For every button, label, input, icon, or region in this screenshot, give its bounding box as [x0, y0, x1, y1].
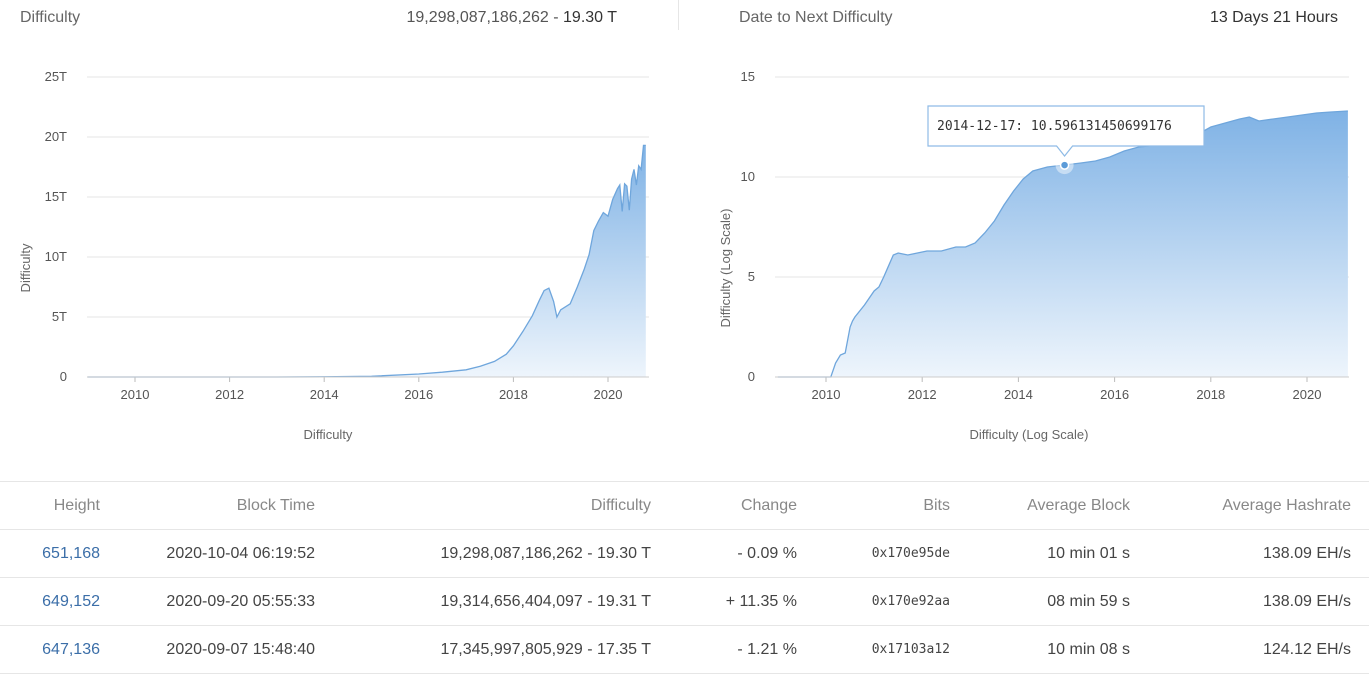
- block-height-link[interactable]: 651,168: [42, 544, 100, 562]
- y-tick-label: 15T: [45, 189, 67, 204]
- hashrate-cell: 138.09 EH/s: [1130, 577, 1369, 626]
- x-tick-label: 2010: [812, 387, 841, 402]
- col-height[interactable]: Height: [0, 481, 100, 530]
- col-change[interactable]: Change: [651, 481, 797, 530]
- y-tick-label: 10: [741, 169, 755, 184]
- height-cell: 647,136: [0, 625, 100, 674]
- hashrate-cell: 138.09 EH/s: [1130, 529, 1369, 578]
- table-row: 647,136 2020-09-07 15:48:40 17,345,997,8…: [0, 625, 1369, 674]
- x-tick-label: 2016: [1100, 387, 1129, 402]
- difficulty-short: 19.30 T: [563, 9, 617, 26]
- x-tick-label: 2014: [1004, 387, 1033, 402]
- hover-point: [1059, 160, 1070, 170]
- difficulty-cell: 17,345,997,805,929 - 17.35 T: [315, 625, 651, 674]
- change-cell: - 1.21 %: [651, 625, 797, 674]
- stats-header: Difficulty 19,298,087,186,262 - 19.30 T …: [0, 0, 1369, 36]
- y-axis-ticks: 0 5 10 15: [741, 69, 755, 384]
- difficulty-full: 19,298,087,186,262: [406, 9, 549, 26]
- next-difficulty-value: 13 Days 21 Hours: [1209, 9, 1338, 26]
- tooltip-box: [927, 105, 1205, 157]
- y-tick-label: 0: [748, 369, 755, 384]
- col-bits[interactable]: Bits: [797, 481, 950, 530]
- col-block-time[interactable]: Block Time: [100, 481, 315, 530]
- y-tick-label: 10T: [45, 249, 67, 264]
- bits-cell: 0x17103a12: [797, 625, 950, 674]
- x-axis-ticks: 2010 2012 2014 2016 2018 2020: [121, 377, 623, 402]
- y-tick-label: 5T: [52, 309, 67, 324]
- block-height-link[interactable]: 649,152: [42, 592, 100, 610]
- x-tick-label: 2020: [1293, 387, 1322, 402]
- block-time-cell: 2020-10-04 06:19:52: [100, 529, 315, 578]
- y-axis-ticks: 0 5T 10T 15T 20T 25T: [45, 69, 67, 384]
- difficulty-chart[interactable]: 0 5T 10T 15T 20T 25T 2010 2012 2014 2016 2018 2020…: [0, 40, 680, 460]
- y-tick-label: 15: [741, 69, 755, 84]
- col-difficulty[interactable]: Difficulty: [315, 481, 651, 530]
- x-tick-label: 2012: [215, 387, 244, 402]
- x-axis-ticks: 2010 2012 2014 2016 2018 2020: [812, 377, 1322, 402]
- y-axis-title: Difficulty (Log Scale): [718, 209, 733, 328]
- table-row: 649,152 2020-09-20 05:55:33 19,314,656,4…: [0, 577, 1369, 626]
- average-block-cell: 10 min 01 s: [950, 529, 1130, 578]
- x-tick-label: 2014: [310, 387, 339, 402]
- difficulty-cell: 19,298,087,186,262 - 19.30 T: [315, 529, 651, 578]
- difficulty-line: [87, 144, 646, 378]
- height-cell: 651,168: [0, 529, 100, 578]
- table-header-row: Height Block Time Difficulty Change Bits…: [0, 481, 1369, 530]
- block-time-cell: 2020-09-20 05:55:33: [100, 577, 315, 626]
- tooltip-text: 2014-12-17: 10.596131450699176: [937, 119, 1172, 134]
- x-tick-label: 2012: [908, 387, 937, 402]
- x-tick-label: 2018: [499, 387, 528, 402]
- block-height-link[interactable]: 647,136: [42, 640, 100, 658]
- average-block-cell: 10 min 08 s: [950, 625, 1130, 674]
- change-cell: - 0.09 %: [651, 529, 797, 578]
- x-axis-title: Difficulty (Log Scale): [970, 427, 1089, 442]
- y-tick-label: 5: [748, 269, 755, 284]
- difficulty-log-line: [777, 110, 1348, 378]
- y-axis-title: Difficulty: [18, 243, 33, 292]
- y-tick-label: 0: [60, 369, 67, 384]
- x-axis-title: Difficulty: [304, 427, 353, 442]
- x-tick-label: 2020: [594, 387, 623, 402]
- x-tick-label: 2016: [404, 387, 433, 402]
- difficulty-cell: 19,314,656,404,097 - 19.31 T: [315, 577, 651, 626]
- hashrate-cell: 124.12 EH/s: [1130, 625, 1369, 674]
- next-difficulty-label: Date to Next Difficulty: [739, 9, 893, 26]
- block-time-cell: 2020-09-07 15:48:40: [100, 625, 315, 674]
- difficulty-log-area: [777, 111, 1348, 377]
- difficulty-label: Difficulty: [20, 9, 81, 26]
- y-tick-label: 20T: [45, 129, 67, 144]
- y-tick-label: 25T: [45, 69, 67, 84]
- height-cell: 649,152: [0, 577, 100, 626]
- difficulty-value: 19,298,087,186,262 - 19.30 T: [406, 9, 617, 27]
- grid-lines: [87, 76, 649, 318]
- difficulty-table: Height Block Time Difficulty Change Bits…: [0, 481, 1369, 674]
- difficulty-area: [87, 145, 646, 377]
- x-tick-label: 2018: [1196, 387, 1225, 402]
- header-divider: [678, 0, 679, 30]
- table-row: 651,168 2020-10-04 06:19:52 19,298,087,1…: [0, 529, 1369, 578]
- difficulty-log-chart[interactable]: 0 5 10 15 2010 2012 2014 2016 2018 2020 Difficul…: [680, 40, 1369, 460]
- col-average-block[interactable]: Average Block: [950, 481, 1130, 530]
- chart-tooltip: 2014-12-17: 10.596131450699176: [927, 105, 1205, 175]
- bits-cell: 0x170e95de: [797, 529, 950, 578]
- x-tick-label: 2010: [121, 387, 150, 402]
- bits-cell: 0x170e92aa: [797, 577, 950, 626]
- col-average-hashrate[interactable]: Average Hashrate: [1130, 481, 1369, 530]
- difficulty-separator: -: [548, 9, 564, 26]
- change-cell: + 11.35 %: [651, 577, 797, 626]
- average-block-cell: 08 min 59 s: [950, 577, 1130, 626]
